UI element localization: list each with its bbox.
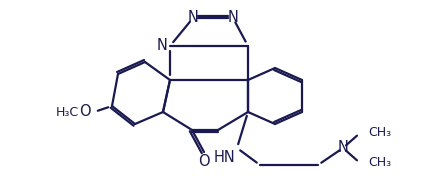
Text: HN: HN: [213, 150, 235, 165]
Text: O: O: [79, 105, 91, 119]
Text: CH₃: CH₃: [368, 156, 391, 169]
Text: N: N: [227, 9, 238, 25]
Text: H₃C: H₃C: [56, 105, 79, 119]
Text: CH₃: CH₃: [368, 125, 391, 139]
Text: N: N: [157, 39, 168, 53]
Text: O: O: [198, 154, 210, 169]
Text: N: N: [187, 9, 198, 25]
Text: N: N: [338, 139, 349, 154]
